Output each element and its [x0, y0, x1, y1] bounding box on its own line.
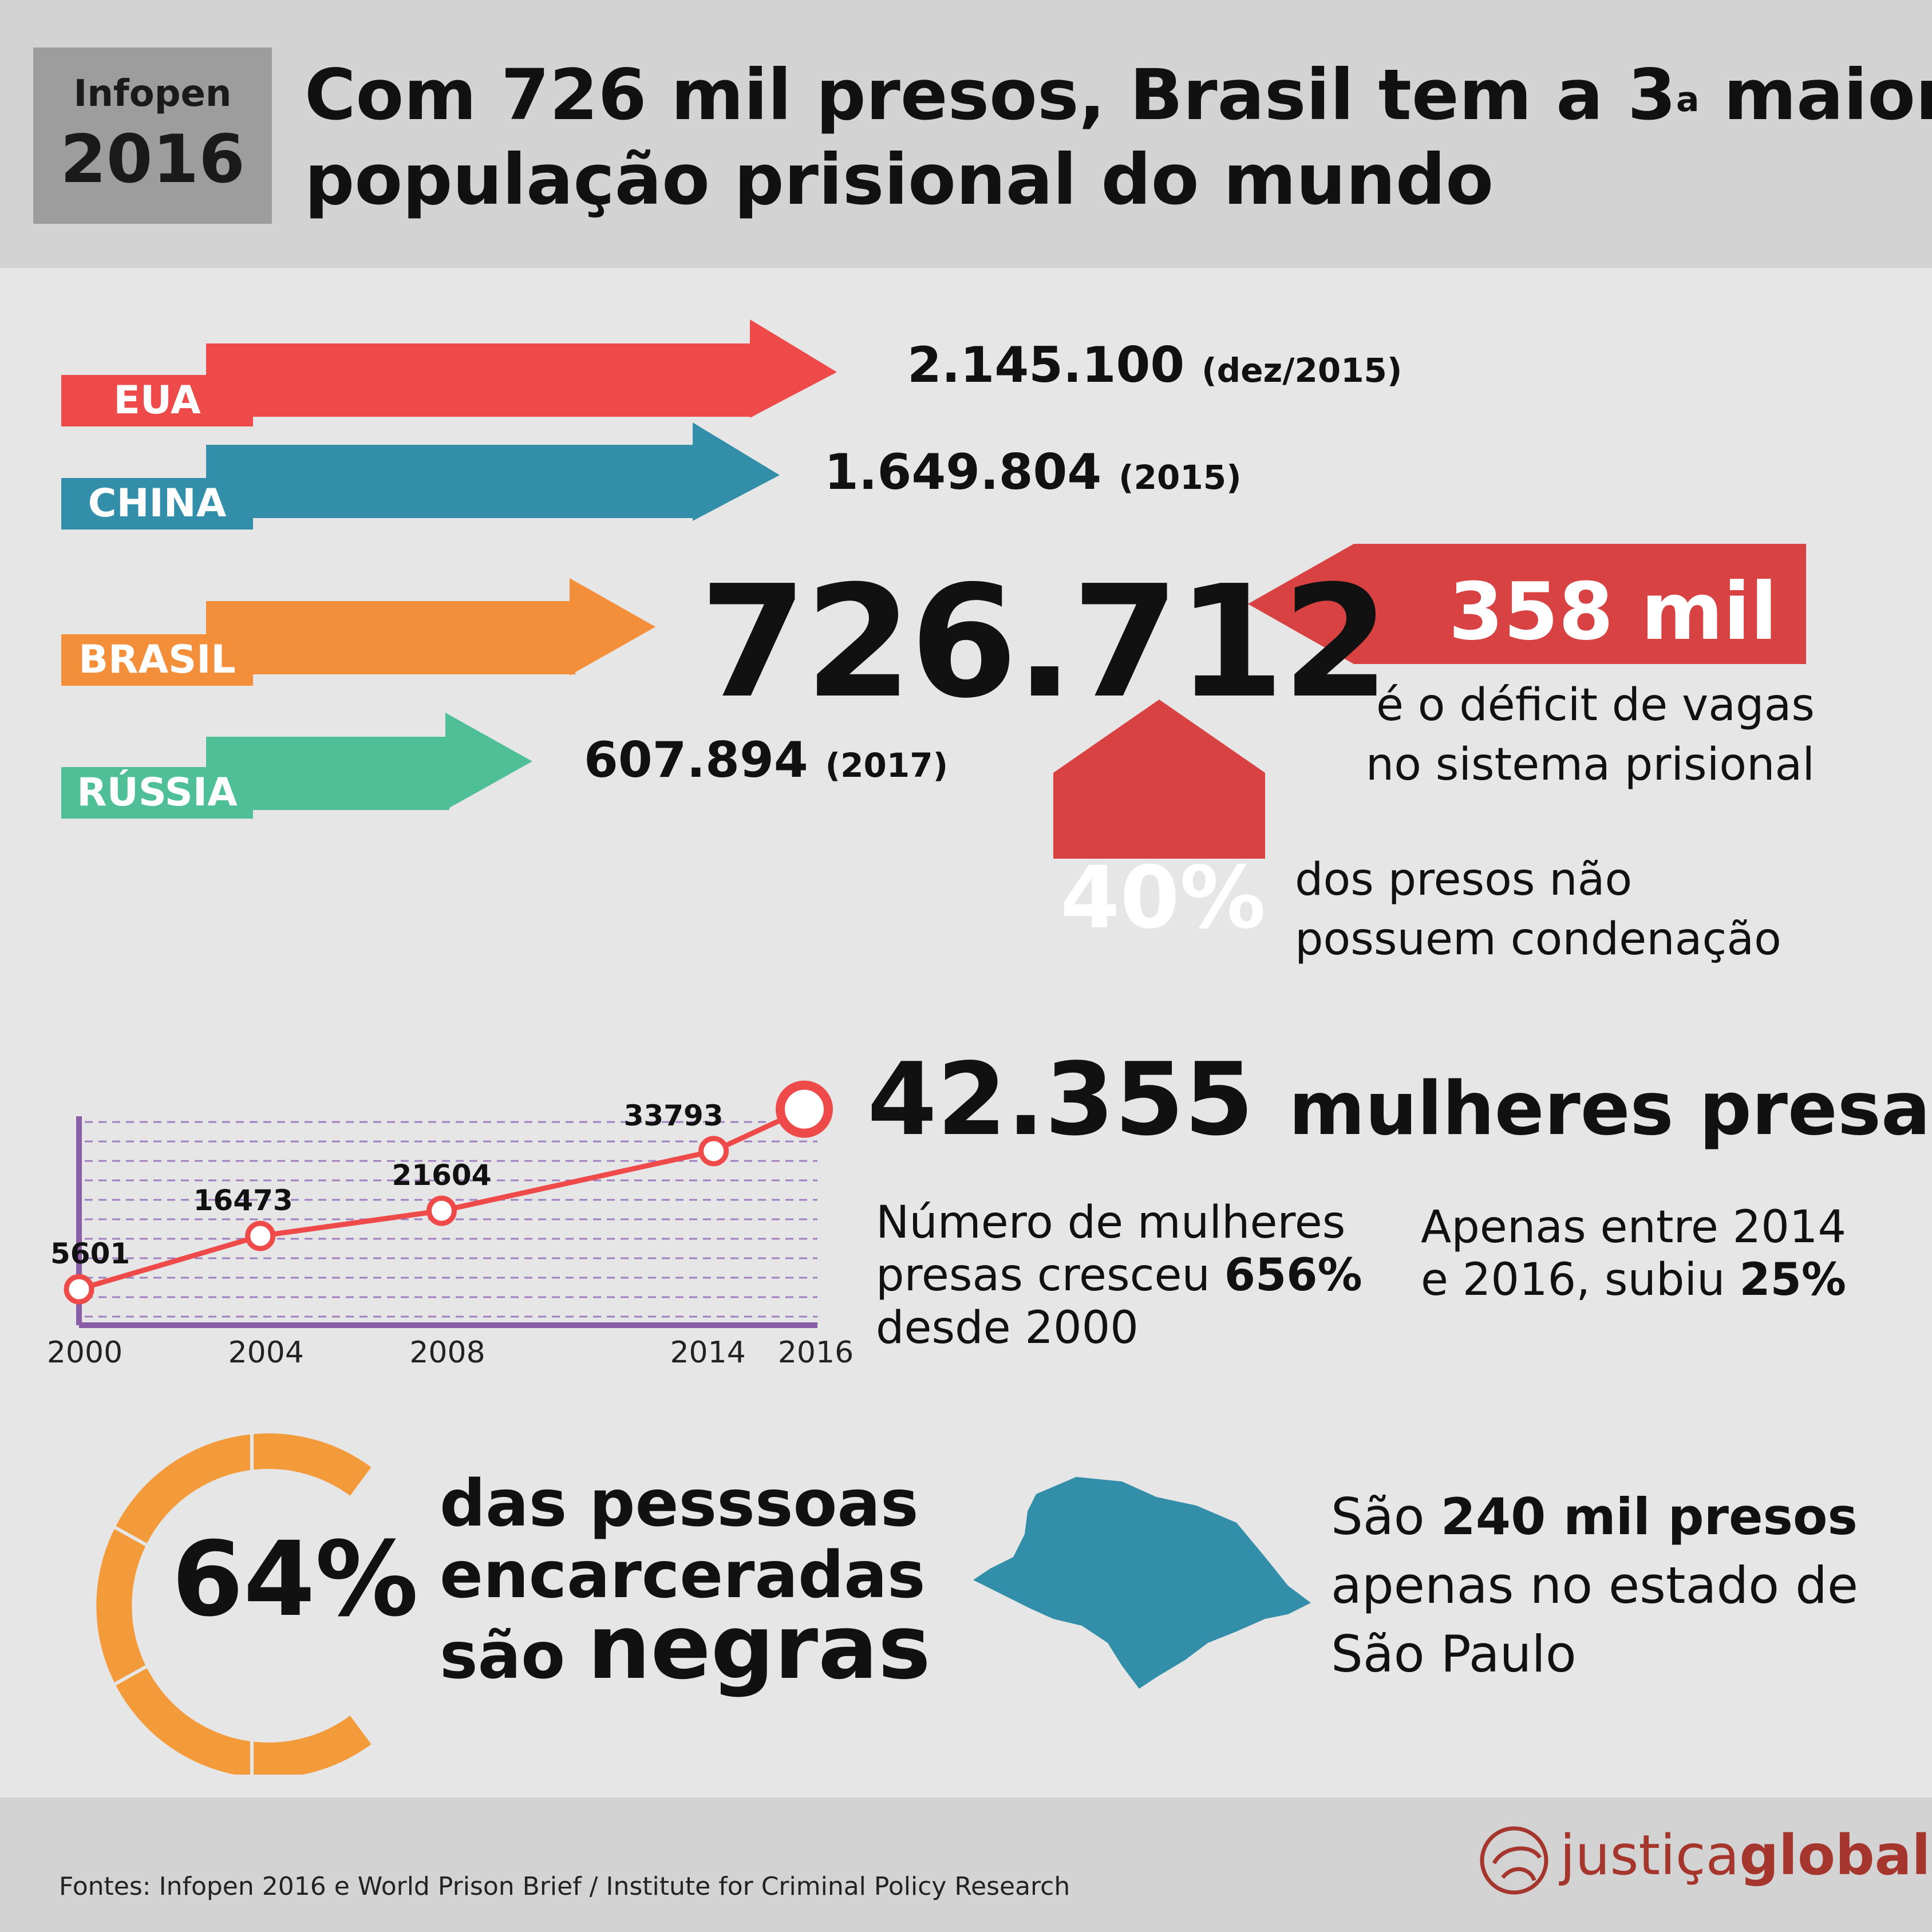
- growth-pct: 656%: [1224, 1250, 1362, 1301]
- date-russia: (2017): [825, 746, 949, 785]
- women-label: mulheres presas: [1289, 1066, 1932, 1152]
- country-arrows: [61, 319, 1806, 859]
- arrow-china: [61, 422, 780, 530]
- stat-china: 1.649.804 (2015): [824, 444, 1242, 501]
- unconvicted-label: dos presos não possuem condenação: [1295, 850, 1781, 969]
- data-point: [64, 1274, 94, 1305]
- date-china: (2015): [1119, 458, 1242, 497]
- data-point: [776, 1080, 833, 1138]
- sao-paulo-map-icon: [973, 1477, 1311, 1689]
- chart-grid: [85, 1121, 817, 1318]
- race-line3: são: [440, 1619, 588, 1693]
- header-band: [0, 0, 1932, 268]
- chart-points: [64, 1080, 833, 1305]
- unconvicted-value: 40%: [1060, 848, 1266, 948]
- deficit-value: 358 mil: [1448, 566, 1777, 658]
- point-label: 21604: [392, 1159, 492, 1192]
- chart-ticks: 2000 2004 2008 2014 2016: [47, 1336, 854, 1370]
- value-china: 1.649.804: [824, 444, 1102, 501]
- women-number: 42.355: [867, 1042, 1254, 1158]
- title-line2: população prisional do mundo: [305, 139, 1494, 220]
- source-credit: Fontes: Infopen 2016 e World Prison Brie…: [59, 1872, 1070, 1901]
- race-ring: [96, 1431, 372, 1775]
- women-growth-text: Número de mulheres presas cresceu 656% d…: [876, 1196, 1362, 1354]
- recent-pct: 25%: [1739, 1254, 1847, 1306]
- point-label: 33793: [624, 1099, 724, 1132]
- unconvicted-line2: possuem condenação: [1295, 914, 1781, 965]
- recent-line2: e 2016, subiu: [1421, 1254, 1740, 1306]
- sao-paulo-text: São 240 mil presos apenas no estado de S…: [1331, 1483, 1858, 1689]
- arrow-eua: [61, 319, 837, 426]
- x-tick-label: 2008: [409, 1336, 485, 1370]
- title-ordinal: a: [1676, 80, 1700, 120]
- title-line1: Com 726 mil presos, Brasil tem a 3: [305, 54, 1676, 136]
- value-eua: 2.145.100: [907, 337, 1185, 394]
- data-point: [426, 1195, 457, 1226]
- logo-text-b: global: [1739, 1823, 1931, 1887]
- point-label: 5601: [50, 1237, 130, 1270]
- label-eua: EUA: [113, 378, 201, 423]
- sp-line1-a: São: [1331, 1487, 1441, 1546]
- point-label: 16473: [193, 1184, 293, 1217]
- stat-russia: 607.894 (2017): [584, 732, 948, 789]
- page-title: Com 726 mil presos, Brasil tem a 3a maio…: [305, 53, 1932, 222]
- infopen-badge: Infopen 2016: [33, 48, 272, 224]
- recent-line1: Apenas entre 2014: [1421, 1202, 1847, 1253]
- ring-dividers: [110, 1431, 254, 1775]
- growth-line2: presas cresceu: [876, 1250, 1224, 1301]
- footer-band: [0, 1797, 1932, 1932]
- sp-line1-b: 240 mil presos: [1440, 1487, 1858, 1546]
- race-text: das pesssoas encarceradas são negras: [440, 1468, 931, 1692]
- x-tick-label: 2000: [47, 1336, 123, 1370]
- deficit-arrow: [1248, 544, 1806, 664]
- sp-line3: São Paulo: [1331, 1625, 1577, 1684]
- logo-text-a: justiça: [1560, 1823, 1740, 1887]
- justica-global-logo: justiçaglobal: [1560, 1823, 1930, 1887]
- ring-arc: [96, 1433, 372, 1775]
- deficit-line2: no sistema prisional: [1365, 739, 1815, 791]
- race-value: 64%: [172, 1520, 418, 1639]
- label-brasil: BRASIL: [78, 637, 236, 682]
- justica-global-logo-icon: [1480, 1826, 1548, 1895]
- deficit-label: é o déficit de vagas no sistema prisiona…: [1242, 675, 1815, 795]
- value-russia: 607.894: [584, 732, 808, 789]
- title-line1-end: maior: [1699, 54, 1932, 136]
- label-russia: RÚSSIA: [77, 770, 238, 815]
- unconvicted-line1: dos presos não: [1295, 854, 1633, 906]
- data-point: [245, 1220, 276, 1251]
- deficit-line1: é o déficit de vagas: [1376, 679, 1815, 731]
- badge-year: 2016: [60, 121, 245, 198]
- women-recent-text: Apenas entre 2014 e 2016, subiu 25%: [1421, 1201, 1846, 1306]
- sp-line2: apenas no estado de: [1331, 1556, 1859, 1615]
- x-tick-label: 2004: [228, 1336, 304, 1370]
- growth-line3: desde 2000: [876, 1302, 1139, 1354]
- race-line2: encarceradas: [440, 1538, 926, 1613]
- label-china: CHINA: [88, 481, 227, 526]
- race-line1: das pesssoas: [440, 1467, 919, 1541]
- growth-line1: Número de mulheres: [876, 1197, 1346, 1249]
- arrow-brasil: [61, 578, 655, 686]
- x-tick-label: 2016: [778, 1336, 854, 1370]
- arrow-russia: [61, 713, 532, 819]
- date-eua: (dez/2015): [1202, 351, 1402, 390]
- women-headline: 42.355 mulheres presas: [867, 1042, 1932, 1158]
- race-emphasis: negras: [587, 1595, 931, 1699]
- value-brasil: 726.712: [700, 552, 1390, 732]
- badge-label: Infopen: [73, 73, 232, 115]
- x-tick-label: 2014: [670, 1336, 745, 1370]
- stat-eua: 2.145.100 (dez/2015): [907, 337, 1402, 394]
- chart-labels: 5601 16473 21604 33793: [50, 1099, 724, 1270]
- unconvicted-shape: [1053, 700, 1265, 859]
- women-chart: 5601 16473 21604 33793 2000 2004 2008 2014 2016: [47, 1080, 854, 1370]
- data-point: [698, 1136, 729, 1167]
